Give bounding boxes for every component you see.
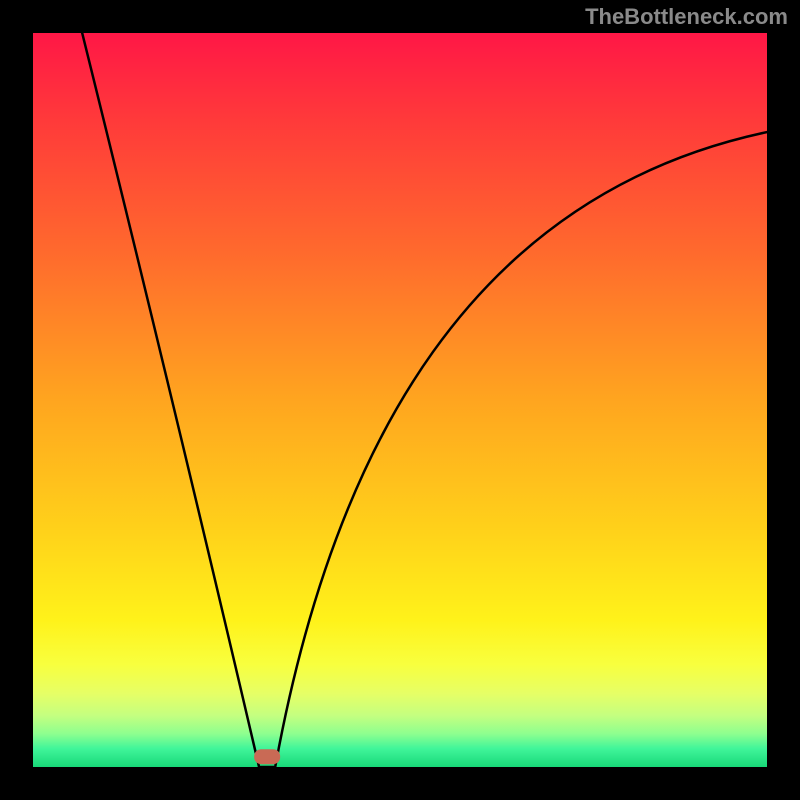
plot-background [33, 33, 767, 767]
chart-container: TheBottleneck.com [0, 0, 800, 800]
chart-svg [0, 0, 800, 800]
watermark-text: TheBottleneck.com [585, 4, 788, 30]
minimum-marker [254, 749, 280, 764]
